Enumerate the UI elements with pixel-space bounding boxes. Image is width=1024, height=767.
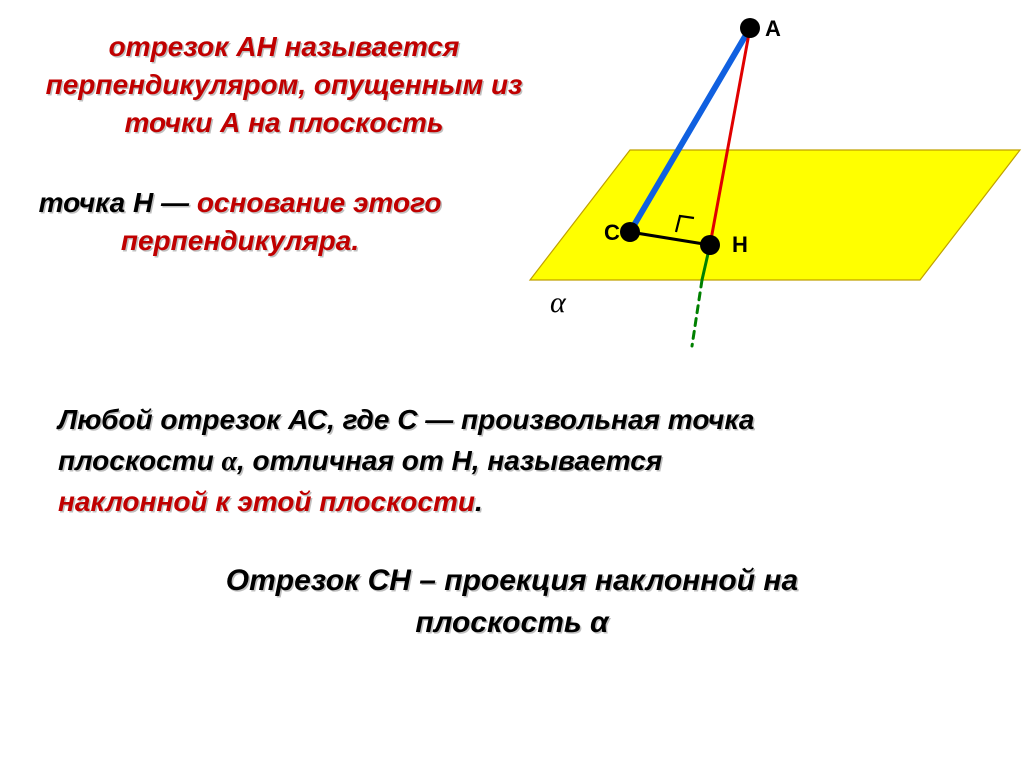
label-C: С bbox=[604, 220, 620, 245]
text-line: плоскость α bbox=[0, 602, 1024, 644]
text-line: отрезок АН называется bbox=[34, 28, 534, 66]
text-line: точки А на плоскость bbox=[34, 104, 534, 142]
label-H: Н bbox=[732, 232, 748, 257]
plane-alpha bbox=[530, 150, 1020, 280]
diagram-svg: А С Нα bbox=[500, 0, 1024, 380]
label-A: А bbox=[765, 16, 781, 41]
point-C bbox=[620, 222, 640, 242]
text-line: Отрезок СН – проекция наклонной на bbox=[0, 560, 1024, 602]
text-line: перпендикуляром, опущенным из bbox=[34, 66, 534, 104]
geometry-diagram: А С Нα bbox=[500, 0, 1024, 380]
text-line: наклонной к этой плоскости. bbox=[58, 482, 958, 523]
text-block-2: точка Н — основание этогоперпендикуляра. bbox=[20, 184, 460, 260]
text-block-4: Отрезок СН – проекция наклонной наплоско… bbox=[0, 560, 1024, 644]
text-line: плоскости α, отличная от Н, называется bbox=[58, 441, 958, 483]
text-line: точка Н — основание этого bbox=[20, 184, 460, 222]
text-block-3: Любой отрезок АС, где С — произвольная т… bbox=[58, 400, 958, 523]
point-A bbox=[740, 18, 760, 38]
line-extension-dash bbox=[692, 280, 702, 346]
text-line: перпендикуляра. bbox=[20, 222, 460, 260]
label-alpha: α bbox=[550, 286, 567, 319]
text-block-1: отрезок АН называетсяперпендикуляром, оп… bbox=[34, 28, 534, 141]
text-line: Любой отрезок АС, где С — произвольная т… bbox=[58, 400, 958, 441]
point-H bbox=[700, 235, 720, 255]
